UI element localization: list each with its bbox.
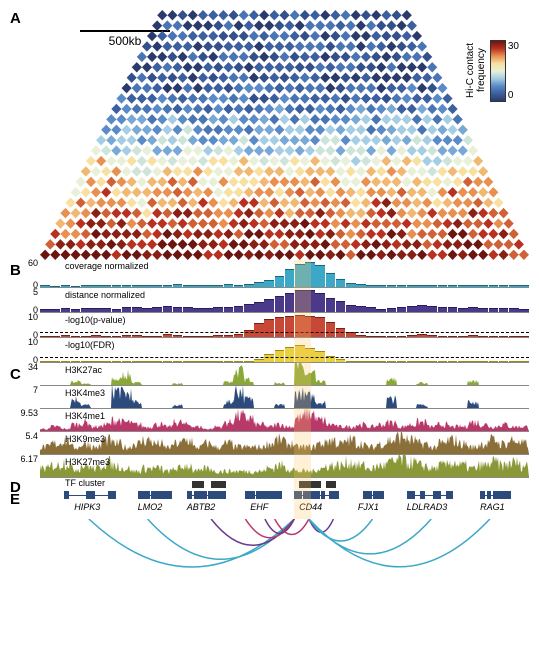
track-c-0: 34H3K27ac <box>40 364 529 386</box>
track-c-3: 5.4H3K9me3 <box>40 433 529 455</box>
interaction-arcs <box>40 519 529 569</box>
track-b-3: 100-log10(FDR) <box>40 339 529 363</box>
track-b-1: 50distance normalized <box>40 289 529 313</box>
tf-cluster-label: TF cluster <box>65 478 105 488</box>
tf-cluster-track: TF cluster <box>40 479 529 491</box>
panel-label-e: E <box>10 491 20 508</box>
hic-heatmap <box>40 10 529 260</box>
heatmap-svg <box>40 10 529 260</box>
figure-root: A 500kb Hi-C contactfrequency 30 0 B 600… <box>10 10 529 569</box>
track-c-1: 7H3K4me3 <box>40 387 529 409</box>
arc-svg <box>40 519 529 569</box>
track-b-0: 600coverage normalized <box>40 260 529 288</box>
panel-c: 34H3K27ac7H3K4me39.53H3K4me15.4H3K9me36.… <box>10 364 529 478</box>
track-c-2: 9.53H3K4me1 <box>40 410 529 432</box>
panel-b: 600coverage normalized50distance normali… <box>10 260 529 363</box>
track-c-4: 6.17H3K27me3 <box>40 456 529 478</box>
track-b-2: 100-log10(p-value) <box>40 314 529 338</box>
gene-track: HIPK3LMO2ABTB2EHFCD44FJX1LDLRAD3RAG1 <box>40 491 529 519</box>
panel-label-a: A <box>10 10 21 27</box>
